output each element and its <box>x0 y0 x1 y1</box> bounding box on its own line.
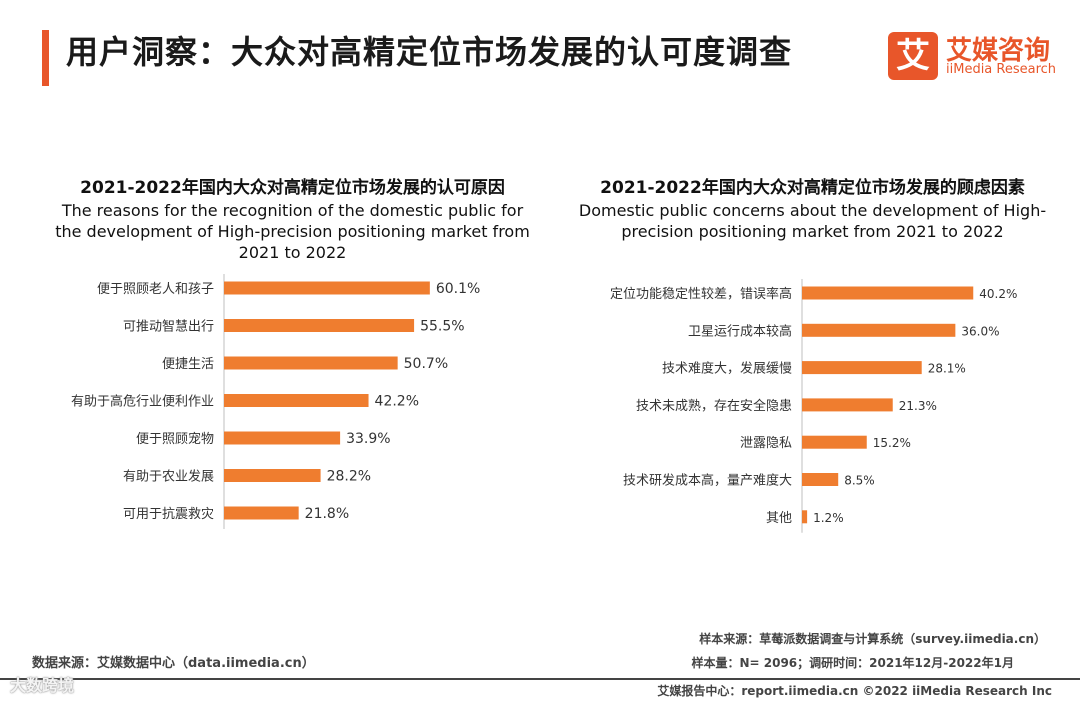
logo-en-text: iiMedia Research <box>946 62 1057 77</box>
chart1-title: 2021-2022年国内大众对高精定位市场发展的认可原因 The reasons… <box>40 176 545 263</box>
sample-size: 样本量：N= 2096；调研时间：2021年12月-2022年1月 <box>691 656 1014 670</box>
chart1-category-label: 有助于农业发展 <box>123 469 214 485</box>
chart2-value-label: 36.0% <box>961 324 999 338</box>
chart1-value-label: 55.5% <box>420 319 464 335</box>
sample-source: 样本来源：草莓派数据调查与计算系统（survey.iimedia.cn） <box>699 632 1046 646</box>
chart2-value-label: 1.2% <box>813 511 844 525</box>
chart1-bar <box>224 319 415 332</box>
chart2-value-label: 21.3% <box>899 399 937 413</box>
chart2-value-label: 15.2% <box>873 436 911 450</box>
chart1-bar <box>224 431 341 445</box>
chart1-recognition-reasons: 便于照顾老人和孩子 60.1% 可推动智慧出行 55.5% 便捷生活 50.7% 有助于高危… <box>71 274 480 529</box>
chart1-value-label: 60.1% <box>436 281 480 297</box>
chart2-value-label: 40.2% <box>979 287 1017 301</box>
chart2-category-label: 定位功能稳定性较差，错误率高 <box>610 286 792 302</box>
chart1-category-label: 便于照顾宠物 <box>136 431 214 447</box>
page-title: 用户洞察：大众对高精定位市场发展的认可度调查 <box>66 33 793 71</box>
chart2-category-label: 技术未成熟，存在安全隐患 <box>636 398 792 414</box>
title-accent-bar <box>42 30 49 86</box>
chart1-category-label: 可用于抗震救灾 <box>123 506 214 522</box>
chart1-category-label: 可推动智慧出行 <box>123 319 214 335</box>
chart2-bar <box>802 473 839 486</box>
chart2-title: 2021-2022年国内大众对高精定位市场发展的顾虑因素 Domestic pu… <box>560 176 1065 242</box>
chart2-bar <box>802 323 956 337</box>
chart1-category-label: 便于照顾老人和孩子 <box>97 282 214 297</box>
logo-cn-text: 艾媒咨询 <box>946 36 1051 66</box>
chart1-bar <box>224 394 369 407</box>
chart1-bar <box>224 506 299 520</box>
data-source: 数据来源：艾媒数据中心（data.iimedia.cn） <box>32 656 315 671</box>
chart2-bar <box>802 286 974 300</box>
chart2-concern-factors: 定位功能稳定性较差，错误率高 40.2% 卫星运行成本较高 36.0% 技术难度大，发展… <box>610 279 1017 533</box>
chart1-title-en-1: The reasons for the recognition of the d… <box>61 201 524 220</box>
chart1-value-label: 42.2% <box>375 394 419 410</box>
chart1-title-en-3: 2021 to 2022 <box>238 243 347 262</box>
chart2-title-cn: 2021-2022年国内大众对高精定位市场发展的顾虑因素 <box>600 178 1025 198</box>
footer-divider <box>0 678 1080 680</box>
iimedia-logo: 艾 艾媒咨询 iiMedia Research <box>888 32 1068 82</box>
chart2-category-label: 泄露隐私 <box>740 436 792 451</box>
chart2-bar <box>802 361 922 375</box>
chart2-bar <box>802 398 893 412</box>
chart1-value-label: 21.8% <box>305 506 349 522</box>
chart1-bar <box>224 356 398 370</box>
chart1-bar <box>224 469 321 482</box>
chart2-title-en-2: precision positioning market from 2021 t… <box>621 222 1004 241</box>
chart1-title-en-2: the development of High-precision positi… <box>55 222 530 241</box>
chart1-value-label: 28.2% <box>327 469 371 485</box>
watermark: 大数跨境 <box>10 676 75 695</box>
chart2-category-label: 其他 <box>766 511 792 526</box>
chart2-value-label: 28.1% <box>928 362 966 376</box>
report-center: 艾媒报告中心：report.iimedia.cn ©2022 iiMedia R… <box>657 684 1052 698</box>
chart1-value-label: 50.7% <box>404 356 448 372</box>
chart2-value-label: 8.5% <box>844 474 875 488</box>
chart2-category-label: 技术研发成本高，量产难度大 <box>623 473 792 489</box>
chart2-category-label: 卫星运行成本较高 <box>688 323 792 339</box>
chart1-category-label: 有助于高危行业便利作业 <box>71 394 214 410</box>
chart2-title-en-1: Domestic public concerns about the devel… <box>578 201 1047 220</box>
chart1-category-label: 便捷生活 <box>162 357 214 372</box>
logo-mark: 艾 <box>888 32 938 80</box>
chart2-category-label: 技术难度大，发展缓慢 <box>662 361 792 377</box>
chart2-bar <box>802 435 867 449</box>
chart1-bar <box>224 281 430 295</box>
chart1-title-cn: 2021-2022年国内大众对高精定位市场发展的认可原因 <box>80 178 505 198</box>
chart1-value-label: 33.9% <box>346 431 390 447</box>
chart2-bar <box>802 510 808 524</box>
